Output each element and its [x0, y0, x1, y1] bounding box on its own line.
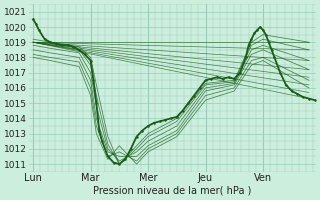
X-axis label: Pression niveau de la mer( hPa ): Pression niveau de la mer( hPa ) — [93, 186, 252, 196]
